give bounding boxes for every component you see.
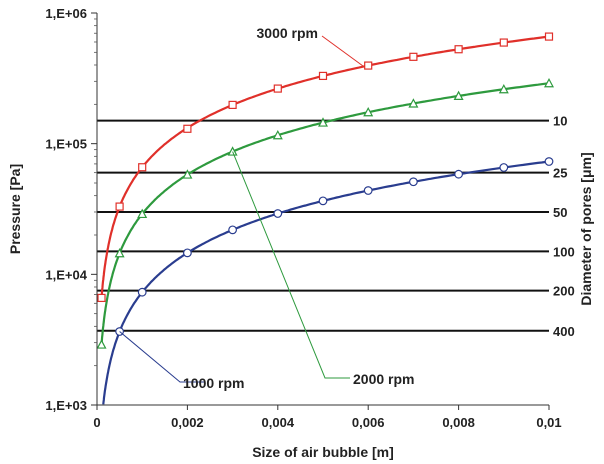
series-label-2000-rpm: 2000 rpm (353, 371, 414, 387)
data-point-2000-rpm (182, 169, 193, 179)
x-tick-label: 0,008 (442, 415, 475, 430)
pore-label-400: 400 (553, 324, 575, 339)
data-point-3000-rpm (454, 45, 463, 54)
pore-label-25: 25 (553, 166, 567, 181)
x-tick-label: 0,006 (352, 415, 385, 430)
y-tick-label: 1,E+05 (45, 137, 87, 152)
series-label-1000-rpm: 1000 rpm (183, 375, 244, 391)
data-point-1000-rpm (182, 248, 192, 258)
tick-labels: 10 25 50 100 200 400 0 0,002 0,004 0,006 0,008 0,01… (45, 6, 574, 430)
series-label-3000-rpm: 3000 rpm (257, 25, 318, 41)
y-tick-label: 1,E+03 (45, 398, 87, 413)
axis-ticks (91, 12, 550, 410)
data-point-2000-rpm (408, 98, 419, 108)
data-point-2000-rpm (227, 146, 238, 156)
data-point-3000-rpm (364, 61, 373, 70)
data-point-3000-rpm (409, 52, 418, 61)
data-point-2000-rpm (363, 106, 374, 117)
data-point-3000-rpm (138, 163, 147, 172)
series-markers (96, 32, 554, 349)
callout-leader-3000-rpm (321, 35, 364, 67)
x-axis-title: Size of air bubble [m] (252, 444, 394, 460)
callout-leader-1000-rpm (119, 331, 205, 383)
data-point-2000-rpm (114, 247, 125, 258)
data-point-1000-rpm (409, 177, 418, 187)
data-point-1000-rpm (137, 287, 147, 297)
data-point-2000-rpm (96, 339, 107, 349)
x-tick-label: 0,002 (171, 415, 204, 430)
callout-leader-2000-rpm (232, 151, 350, 379)
data-point-3000-rpm (97, 293, 106, 303)
pore-label-50: 50 (553, 205, 567, 220)
data-point-1000-rpm (228, 225, 238, 235)
data-point-2000-rpm (544, 77, 554, 88)
pore-label-200: 200 (553, 284, 575, 299)
data-point-1000-rpm (363, 186, 373, 195)
x-tick-label: 0,01 (536, 415, 561, 430)
series-curves (100, 35, 550, 405)
data-point-2000-rpm (453, 90, 464, 101)
y-tick-label: 1,E+04 (45, 267, 87, 282)
data-point-3000-rpm (318, 71, 328, 81)
pore-diameter-lines (97, 119, 549, 332)
axes (96, 13, 549, 406)
series-callouts: 3000 rpm 2000 rpm 1000 rpm (119, 25, 414, 391)
data-point-3000-rpm (499, 38, 508, 47)
secondary-y-axis-title: Diameter of pores [μm] (578, 152, 594, 305)
data-point-3000-rpm (228, 100, 237, 110)
data-point-2000-rpm (272, 129, 283, 140)
data-point-1000-rpm (544, 157, 554, 166)
data-point-3000-rpm (544, 32, 554, 41)
data-point-1000-rpm (454, 169, 464, 179)
data-point-3000-rpm (115, 202, 124, 211)
y-tick-label: 1,E+06 (45, 6, 87, 21)
data-point-3000-rpm (183, 124, 192, 133)
pore-label-100: 100 (553, 244, 575, 259)
data-point-2000-rpm (137, 208, 148, 219)
data-point-1000-rpm (273, 209, 283, 218)
data-point-1000-rpm (499, 163, 509, 172)
data-point-1000-rpm (318, 196, 328, 206)
data-point-2000-rpm (318, 117, 328, 127)
y-axis-title: Pressure [Pa] (7, 164, 23, 254)
data-point-2000-rpm (498, 83, 509, 94)
x-tick-label: 0 (93, 415, 100, 430)
data-point-3000-rpm (273, 84, 282, 93)
x-tick-label: 0,004 (262, 415, 295, 430)
pore-label-10: 10 (553, 114, 567, 129)
series-line-1000-rpm (102, 160, 550, 405)
